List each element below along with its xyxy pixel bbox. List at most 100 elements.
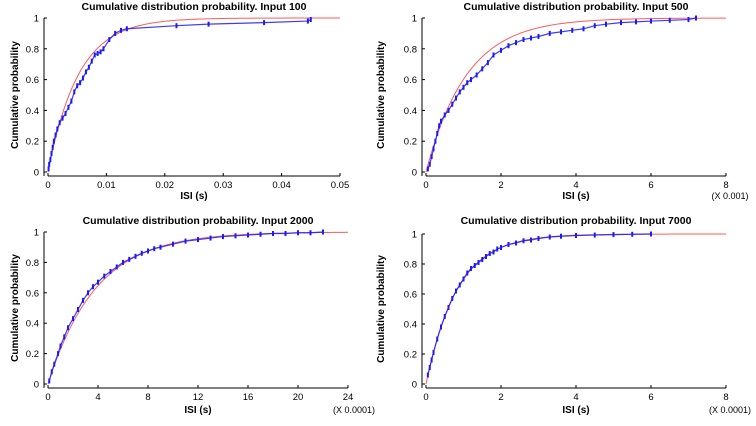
empirical-cdf-point (87, 290, 89, 296)
empirical-cdf-point (631, 231, 634, 237)
chart-title: Cumulative distribution probability. Inp… (83, 215, 314, 227)
y-axis-label: Cumulative probability (10, 41, 21, 149)
empirical-cdf-point (172, 241, 174, 247)
empirical-cdf-point (481, 257, 484, 262)
empirical-cdf-point (571, 27, 574, 33)
empirical-cdf-point (84, 69, 87, 75)
empirical-cdf-point (473, 263, 476, 268)
y-tick-label: 0.2 (26, 137, 39, 148)
x-axis-label: ISI (s) (180, 191, 207, 202)
empirical-cdf-point (58, 120, 61, 126)
empirical-cdf-point (56, 126, 59, 132)
empirical-cdf-point (50, 151, 53, 157)
empirical-cdf-line (427, 17, 697, 170)
empirical-cdf-point (175, 23, 178, 29)
empirical-cdf-point (92, 284, 94, 290)
empirical-cdf-point (48, 378, 51, 384)
empirical-cdf-point (560, 29, 562, 35)
empirical-cdf-point (500, 47, 502, 53)
x-axis-multiplier: (X 0.0001) (709, 405, 751, 415)
chart-panel-4: Cumulative distribution probability. Inp… (376, 215, 751, 416)
empirical-cdf-point (197, 237, 199, 243)
empirical-cdf-point (125, 26, 128, 32)
empirical-cdf-point (82, 297, 84, 303)
empirical-cdf-point (466, 80, 469, 86)
empirical-cdf-point (72, 316, 74, 322)
empirical-cdf-point (582, 26, 585, 32)
empirical-cdf-point (50, 369, 53, 375)
x-tick-label: 0.04 (272, 180, 291, 191)
empirical-cdf-point (515, 240, 517, 246)
y-tick-label: 0.8 (26, 258, 39, 269)
x-axis-label: ISI (s) (184, 405, 211, 416)
empirical-cdf-point (537, 236, 540, 241)
empirical-cdf-line (48, 231, 324, 382)
empirical-cdf-point (222, 234, 224, 240)
empirical-cdf-point (93, 52, 96, 58)
empirical-cdf-point (620, 20, 622, 26)
empirical-cdf-point (53, 361, 56, 367)
chart-title: Cumulative distribution probability. Inp… (461, 215, 692, 227)
empirical-cdf-point (537, 33, 540, 39)
y-tick-label: 0 (34, 380, 39, 391)
empirical-cdf-point (73, 89, 76, 95)
empirical-cdf-point (67, 104, 70, 110)
empirical-cdf-point (49, 157, 52, 163)
empirical-cdf-point (70, 98, 73, 104)
x-tick-label: 0 (45, 180, 50, 191)
fitted-cdf-curve (47, 17, 340, 173)
empirical-cdf-point (475, 72, 478, 78)
empirical-cdf-line (47, 19, 312, 169)
empirical-cdf-point (115, 264, 118, 270)
empirical-cdf-point (695, 15, 697, 21)
empirical-cdf-point (500, 245, 502, 250)
y-tick-label: 1 (34, 14, 39, 25)
empirical-cdf-point (140, 250, 143, 256)
empirical-cdf-point (436, 131, 439, 136)
x-tick-label: 0 (45, 392, 50, 403)
empirical-cdf-point (593, 23, 596, 29)
y-tick-label: 0.4 (26, 319, 39, 330)
empirical-cdf-point (548, 234, 551, 240)
empirical-cdf-point (428, 365, 431, 370)
chart-panel-3: Cumulative distribution probability. Inp… (10, 215, 375, 416)
empirical-cdf-point (322, 229, 324, 235)
y-tick-label: 0.6 (404, 75, 417, 86)
empirical-cdf-point (488, 251, 491, 256)
x-tick-label: 8 (723, 392, 728, 403)
y-tick-label: 0.8 (404, 260, 417, 271)
empirical-cdf-point (64, 110, 67, 116)
empirical-cdf-point (57, 351, 59, 357)
empirical-cdf-point (79, 80, 82, 86)
empirical-cdf-point (455, 95, 457, 101)
y-tick-label: 0.4 (404, 320, 417, 331)
empirical-cdf-point (59, 343, 62, 349)
x-tick-label: 0.02 (156, 180, 175, 191)
empirical-cdf-point (668, 17, 671, 23)
empirical-cdf-point (530, 35, 532, 41)
empirical-cdf-point (485, 254, 487, 259)
empirical-cdf-point (650, 231, 652, 237)
empirical-cdf-point (207, 21, 210, 27)
empirical-cdf-point (428, 161, 431, 167)
empirical-cdf-point (458, 282, 461, 288)
empirical-cdf-point (440, 324, 442, 330)
x-axis-multiplier: (X 0.001) (711, 191, 748, 201)
empirical-cdf-point (120, 27, 122, 33)
empirical-cdf-point (234, 233, 237, 239)
y-tick-label: 0.2 (404, 350, 417, 361)
empirical-cdf-point (77, 307, 79, 313)
empirical-cdf-point (430, 154, 433, 160)
x-tick-label: 2 (498, 180, 503, 191)
empirical-cdf-point (530, 237, 532, 243)
empirical-cdf-point (109, 269, 112, 275)
fitted-cdf-curve (47, 231, 349, 385)
empirical-cdf-point (99, 49, 102, 55)
empirical-cdf-point (63, 334, 66, 340)
empirical-cdf-point (635, 19, 637, 25)
empirical-cdf-point (209, 235, 212, 241)
y-tick-label: 0.4 (404, 106, 417, 117)
empirical-cdf-point (451, 101, 454, 107)
empirical-cdf-point (436, 336, 439, 342)
